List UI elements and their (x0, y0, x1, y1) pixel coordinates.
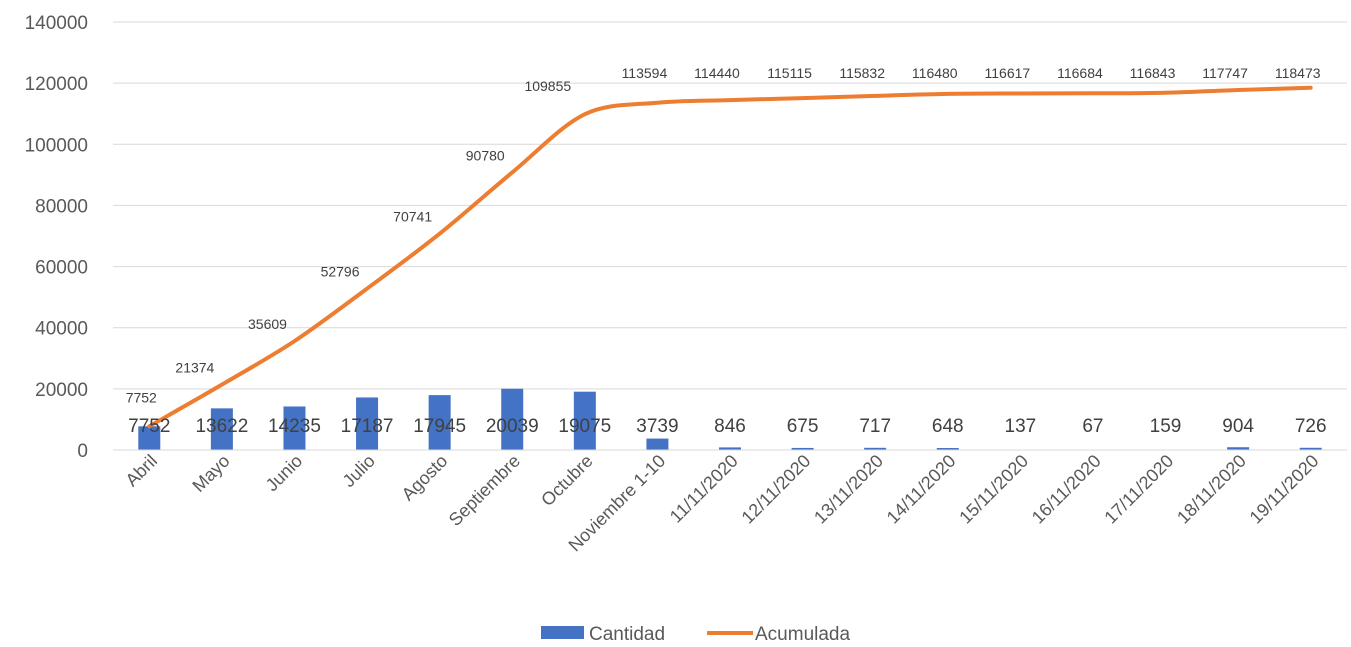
bar-data-label: 846 (714, 416, 746, 437)
x-tick-label: Mayo (188, 451, 233, 496)
y-tick-label: 20000 (35, 380, 88, 401)
line-series-acumulada (147, 85, 1313, 429)
bar-cantidad (501, 388, 524, 450)
y-tick-label: 120000 (25, 74, 88, 95)
x-tick-label: 14/11/2020 (883, 451, 960, 528)
bar-cantidad (791, 447, 814, 450)
bar-data-label: 159 (1150, 416, 1182, 437)
legend: Cantidad Acumulada (541, 624, 850, 645)
x-tick-label: 16/11/2020 (1028, 451, 1105, 528)
line-data-label: 115832 (839, 65, 885, 81)
bar-data-label: 14235 (268, 416, 321, 437)
line-acumulada (147, 85, 1313, 429)
x-tick-label: Septiembre (445, 451, 524, 530)
bar-data-label: 137 (1005, 416, 1037, 437)
bar-data-label: 19075 (558, 416, 611, 437)
bar-cantidad (864, 447, 887, 450)
line-data-label: 117747 (1202, 65, 1248, 81)
line-data-label: 70741 (393, 209, 432, 225)
bar-data-label: 13622 (195, 416, 248, 437)
bar-data-label: 20039 (486, 416, 539, 437)
x-tick-label: 17/11/2020 (1100, 451, 1177, 528)
bar-data-label: 717 (859, 416, 891, 437)
line-data-labels: 7752 21374 35609 52796 70741 90780 109855 11359… (126, 65, 1321, 405)
bar-data-label: 67 (1082, 416, 1103, 437)
y-axis: 0 20000 40000 60000 80000 100000 120000 140000 (25, 13, 88, 462)
bar-cantidad (573, 391, 596, 450)
bar-cantidad (936, 448, 959, 450)
x-tick-label: 18/11/2020 (1173, 451, 1250, 528)
x-tick-label: Octubre (537, 451, 596, 510)
bar-data-label: 726 (1295, 416, 1327, 437)
legend-label-acumulada: Acumulada (755, 624, 850, 645)
y-tick-label: 100000 (25, 135, 88, 156)
bar-cantidad (1299, 447, 1322, 450)
legend-swatch-cantidad (541, 626, 584, 639)
y-tick-label: 0 (77, 441, 88, 462)
bar-cantidad (719, 447, 741, 450)
bar-data-label: 675 (787, 416, 819, 437)
bar-data-label: 3739 (636, 416, 678, 437)
bar-series-cantidad (138, 388, 1322, 450)
line-data-label: 116843 (1130, 65, 1176, 81)
y-tick-label: 40000 (35, 319, 88, 340)
bar-cantidad (138, 426, 161, 450)
line-data-label: 116617 (985, 65, 1031, 81)
line-data-label: 90780 (466, 147, 505, 163)
bar-data-label: 17187 (341, 416, 394, 437)
bar-data-label: 648 (932, 416, 964, 437)
x-tick-label: Agosto (398, 451, 452, 505)
bar-cantidad (283, 406, 306, 450)
bar-data-label: 7752 (128, 416, 170, 437)
legend-label-cantidad: Cantidad (589, 624, 665, 645)
y-tick-label: 140000 (25, 13, 88, 34)
line-data-label: 7752 (126, 389, 157, 405)
bar-cantidad (356, 397, 379, 450)
line-data-label: 109855 (524, 78, 571, 94)
bar-cantidad (646, 438, 669, 450)
gridlines (113, 21, 1347, 451)
x-tick-label: 11/11/2020 (666, 451, 742, 527)
line-data-label: 115115 (767, 65, 812, 81)
line-data-label: 114440 (694, 65, 740, 81)
x-tick-label: 19/11/2020 (1246, 451, 1323, 528)
line-data-label: 113594 (622, 65, 668, 81)
line-data-label: 116480 (912, 65, 958, 81)
x-tick-label: Abril (122, 451, 162, 491)
x-tick-label: 13/11/2020 (810, 451, 887, 528)
x-tick-label: 15/11/2020 (955, 451, 1032, 528)
line-data-label: 35609 (248, 316, 287, 332)
bar-data-label: 904 (1222, 416, 1254, 437)
line-data-label: 118473 (1275, 65, 1321, 81)
x-tick-label: Julio (339, 451, 379, 491)
line-data-label: 21374 (175, 360, 214, 376)
line-data-label: 52796 (321, 264, 360, 280)
bar-data-labels: 7752 13622 14235 17187 17945 20039 19075 3739 84… (128, 416, 1326, 437)
bar-cantidad (210, 408, 233, 450)
line-data-label: 116684 (1057, 65, 1103, 81)
x-tick-label: Junio (262, 451, 307, 496)
y-tick-label: 60000 (35, 258, 88, 279)
x-tick-label: 12/11/2020 (738, 451, 815, 528)
y-tick-label: 80000 (35, 196, 88, 217)
bar-cantidad (1227, 447, 1250, 450)
bar-cantidad (428, 395, 451, 450)
bar-data-label: 17945 (413, 416, 466, 437)
